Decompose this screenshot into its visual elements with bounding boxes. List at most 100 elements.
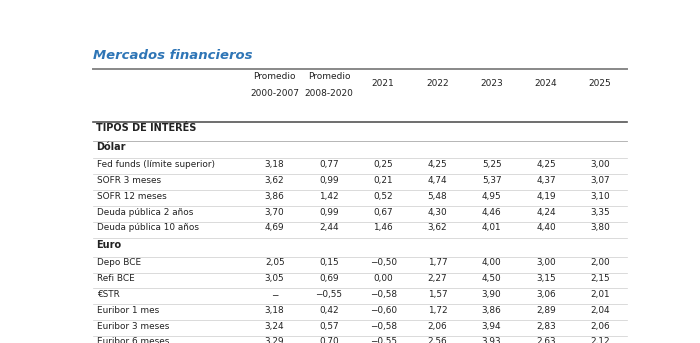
Text: −0,58: −0,58 (370, 290, 397, 299)
Text: 2023: 2023 (480, 80, 503, 88)
Text: SOFR 12 meses: SOFR 12 meses (97, 192, 167, 201)
Text: −0,58: −0,58 (370, 322, 397, 331)
Text: −0,50: −0,50 (370, 258, 397, 267)
Text: 3,24: 3,24 (265, 322, 284, 331)
Text: 2000-2007: 2000-2007 (250, 89, 299, 98)
Text: 4,50: 4,50 (482, 274, 501, 283)
Text: Promedio: Promedio (253, 72, 296, 81)
Text: 4,95: 4,95 (482, 192, 501, 201)
Text: 2,06: 2,06 (428, 322, 447, 331)
Text: −0,55: −0,55 (370, 338, 397, 343)
Text: 4,46: 4,46 (482, 208, 501, 216)
Text: 0,25: 0,25 (373, 160, 393, 169)
Text: Euribor 6 meses: Euribor 6 meses (97, 338, 169, 343)
Text: 3,90: 3,90 (482, 290, 501, 299)
Text: 3,80: 3,80 (590, 223, 610, 233)
Text: 2,04: 2,04 (590, 306, 610, 315)
Text: −0,60: −0,60 (370, 306, 397, 315)
Text: 4,69: 4,69 (265, 223, 284, 233)
Text: 3,07: 3,07 (590, 176, 610, 185)
Text: 3,62: 3,62 (265, 176, 284, 185)
Text: Euribor 3 meses: Euribor 3 meses (97, 322, 169, 331)
Text: Fed funds (límite superior): Fed funds (límite superior) (97, 160, 216, 169)
Text: 3,93: 3,93 (482, 338, 501, 343)
Text: 4,37: 4,37 (536, 176, 556, 185)
Text: 0,69: 0,69 (319, 274, 339, 283)
Text: 2,63: 2,63 (536, 338, 556, 343)
Text: 2,00: 2,00 (590, 258, 610, 267)
Text: 1,77: 1,77 (428, 258, 447, 267)
Text: Euribor 1 mes: Euribor 1 mes (97, 306, 160, 315)
Text: 4,19: 4,19 (536, 192, 556, 201)
Text: 0,99: 0,99 (319, 176, 339, 185)
Text: 3,94: 3,94 (482, 322, 501, 331)
Text: 2,89: 2,89 (536, 306, 556, 315)
Text: 2025: 2025 (589, 80, 612, 88)
Text: 4,24: 4,24 (536, 208, 556, 216)
Text: 1,72: 1,72 (428, 306, 447, 315)
Text: €STR: €STR (97, 290, 120, 299)
Text: 3,00: 3,00 (590, 160, 610, 169)
Text: 3,86: 3,86 (265, 192, 284, 201)
Text: 4,01: 4,01 (482, 223, 501, 233)
Text: Deuda pública 10 años: Deuda pública 10 años (97, 223, 200, 233)
Text: 0,42: 0,42 (319, 306, 339, 315)
Text: 0,52: 0,52 (373, 192, 393, 201)
Text: 2,06: 2,06 (590, 322, 610, 331)
Text: 0,99: 0,99 (319, 208, 339, 216)
Text: 5,37: 5,37 (482, 176, 501, 185)
Text: Mercados financieros: Mercados financieros (93, 49, 253, 62)
Text: 2,27: 2,27 (428, 274, 447, 283)
Text: 2,01: 2,01 (590, 290, 610, 299)
Text: 3,15: 3,15 (536, 274, 556, 283)
Text: −: − (271, 290, 279, 299)
Text: 2,44: 2,44 (319, 223, 339, 233)
Text: 4,30: 4,30 (428, 208, 447, 216)
Text: Promedio: Promedio (308, 72, 350, 81)
Text: 0,67: 0,67 (373, 208, 393, 216)
Text: 4,25: 4,25 (428, 160, 447, 169)
Text: 1,46: 1,46 (373, 223, 393, 233)
Text: 0,15: 0,15 (319, 258, 339, 267)
Text: SOFR 3 meses: SOFR 3 meses (97, 176, 162, 185)
Text: Refi BCE: Refi BCE (97, 274, 135, 283)
Text: 0,57: 0,57 (319, 322, 339, 331)
Text: 2,12: 2,12 (590, 338, 610, 343)
Text: 2,83: 2,83 (536, 322, 556, 331)
Text: 3,29: 3,29 (265, 338, 284, 343)
Text: 3,00: 3,00 (536, 258, 556, 267)
Text: 5,48: 5,48 (428, 192, 447, 201)
Text: 2,56: 2,56 (428, 338, 447, 343)
Text: 4,25: 4,25 (536, 160, 556, 169)
Text: 1,42: 1,42 (319, 192, 339, 201)
Text: 3,18: 3,18 (265, 306, 284, 315)
Text: 4,74: 4,74 (428, 176, 447, 185)
Text: 3,10: 3,10 (590, 192, 610, 201)
Text: 3,62: 3,62 (428, 223, 447, 233)
Text: 0,21: 0,21 (373, 176, 393, 185)
Text: 3,05: 3,05 (265, 274, 284, 283)
Text: 3,06: 3,06 (536, 290, 556, 299)
Text: 3,18: 3,18 (265, 160, 284, 169)
Text: 3,70: 3,70 (265, 208, 284, 216)
Text: 4,40: 4,40 (536, 223, 556, 233)
Text: 0,77: 0,77 (319, 160, 339, 169)
Text: 4,00: 4,00 (482, 258, 501, 267)
Text: 2,05: 2,05 (265, 258, 284, 267)
Text: 2008-2020: 2008-2020 (304, 89, 354, 98)
Text: Dólar: Dólar (96, 142, 125, 152)
Text: 5,25: 5,25 (482, 160, 501, 169)
Text: Depo BCE: Depo BCE (97, 258, 141, 267)
Text: 1,57: 1,57 (428, 290, 447, 299)
Text: 2022: 2022 (426, 80, 449, 88)
Text: TIPOS DE INTERÉS: TIPOS DE INTERÉS (96, 123, 196, 133)
Text: 3,35: 3,35 (590, 208, 610, 216)
Text: Deuda pública 2 años: Deuda pública 2 años (97, 208, 194, 216)
Text: 2021: 2021 (372, 80, 395, 88)
Text: 0,70: 0,70 (319, 338, 339, 343)
Text: 2024: 2024 (535, 80, 557, 88)
Text: −0,55: −0,55 (316, 290, 342, 299)
Text: 0,00: 0,00 (373, 274, 393, 283)
Text: 3,86: 3,86 (482, 306, 501, 315)
Text: Euro: Euro (96, 240, 121, 250)
